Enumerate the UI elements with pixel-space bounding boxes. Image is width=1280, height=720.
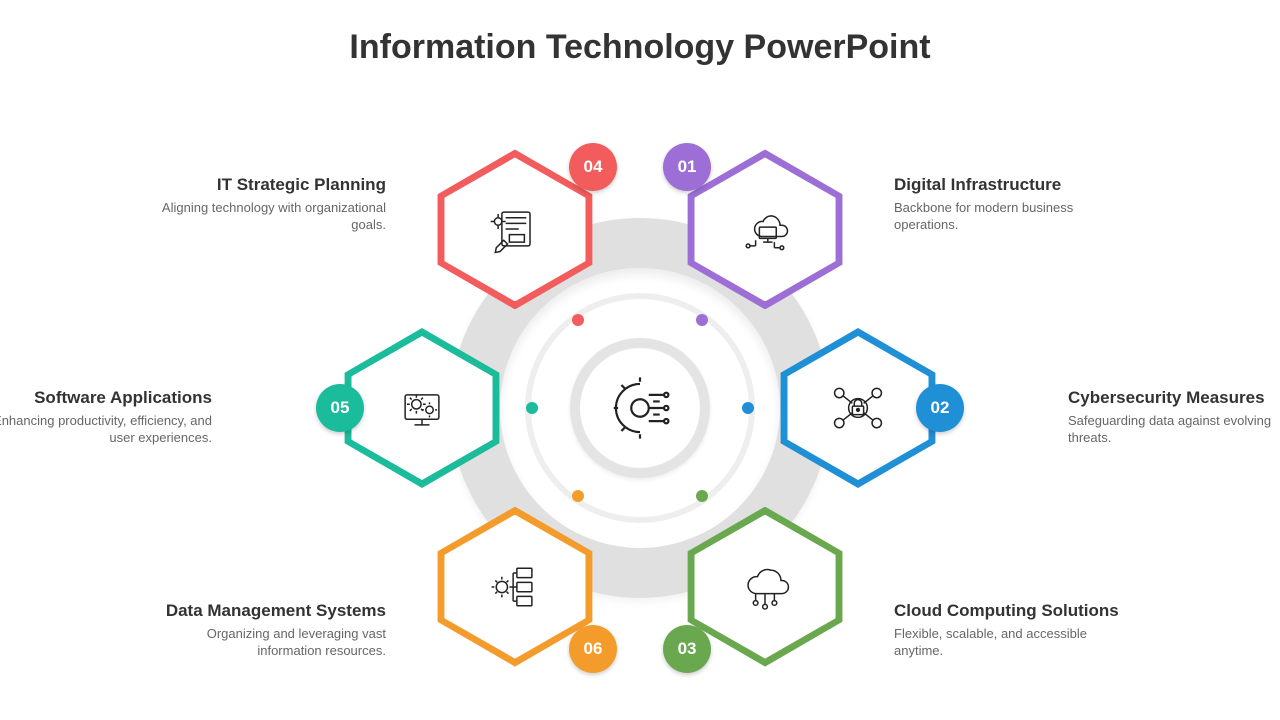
- label-body: Backbone for modern business operations.: [894, 199, 1134, 234]
- dot-01: [696, 314, 708, 326]
- badge-02: 02: [916, 384, 964, 432]
- app-gears-monitor-icon: [392, 378, 452, 438]
- badge-03: 03: [663, 625, 711, 673]
- label-body: Enhancing productivity, efficiency, and …: [0, 412, 212, 447]
- label-02: Cybersecurity Measures Safeguarding data …: [1068, 388, 1280, 447]
- label-heading: Cybersecurity Measures: [1068, 388, 1280, 408]
- label-heading: Data Management Systems: [146, 601, 386, 621]
- label-03: Cloud Computing Solutions Flexible, scala…: [894, 601, 1134, 660]
- dot-02: [742, 402, 754, 414]
- label-05: Software Applications Enhancing productiv…: [0, 388, 212, 447]
- label-heading: Digital Infrastructure: [894, 175, 1134, 195]
- security-network-icon: [828, 378, 888, 438]
- center-core: [570, 338, 710, 478]
- petal-inner: [340, 336, 504, 480]
- dot-04: [572, 314, 584, 326]
- page-title: Information Technology PowerPoint: [0, 28, 1280, 67]
- label-body: Safeguarding data against evolving threa…: [1068, 412, 1280, 447]
- badge-04: 04: [569, 143, 617, 191]
- gear-circuit-icon: [605, 373, 675, 443]
- label-heading: Software Applications: [0, 388, 212, 408]
- label-body: Flexible, scalable, and accessible anyti…: [894, 625, 1134, 660]
- label-06: Data Management Systems Organizing and le…: [146, 601, 386, 660]
- cloud-monitor-icon: [735, 199, 795, 259]
- label-body: Organizing and leveraging vast informati…: [146, 625, 386, 660]
- data-files-gear-icon: [485, 557, 545, 617]
- label-04: IT Strategic Planning Aligning technology…: [146, 175, 386, 234]
- badge-05: 05: [316, 384, 364, 432]
- dot-05: [526, 402, 538, 414]
- badge-06: 06: [569, 625, 617, 673]
- radial-diagram: 010203040506 Digital InfrastructureBackb…: [0, 108, 1280, 720]
- label-heading: Cloud Computing Solutions: [894, 601, 1134, 621]
- planning-draft-icon: [485, 199, 545, 259]
- label-01: Digital Infrastructure Backbone for moder…: [894, 175, 1134, 234]
- label-heading: IT Strategic Planning: [146, 175, 386, 195]
- cloud-nodes-icon: [735, 557, 795, 617]
- label-body: Aligning technology with organizational …: [146, 199, 386, 234]
